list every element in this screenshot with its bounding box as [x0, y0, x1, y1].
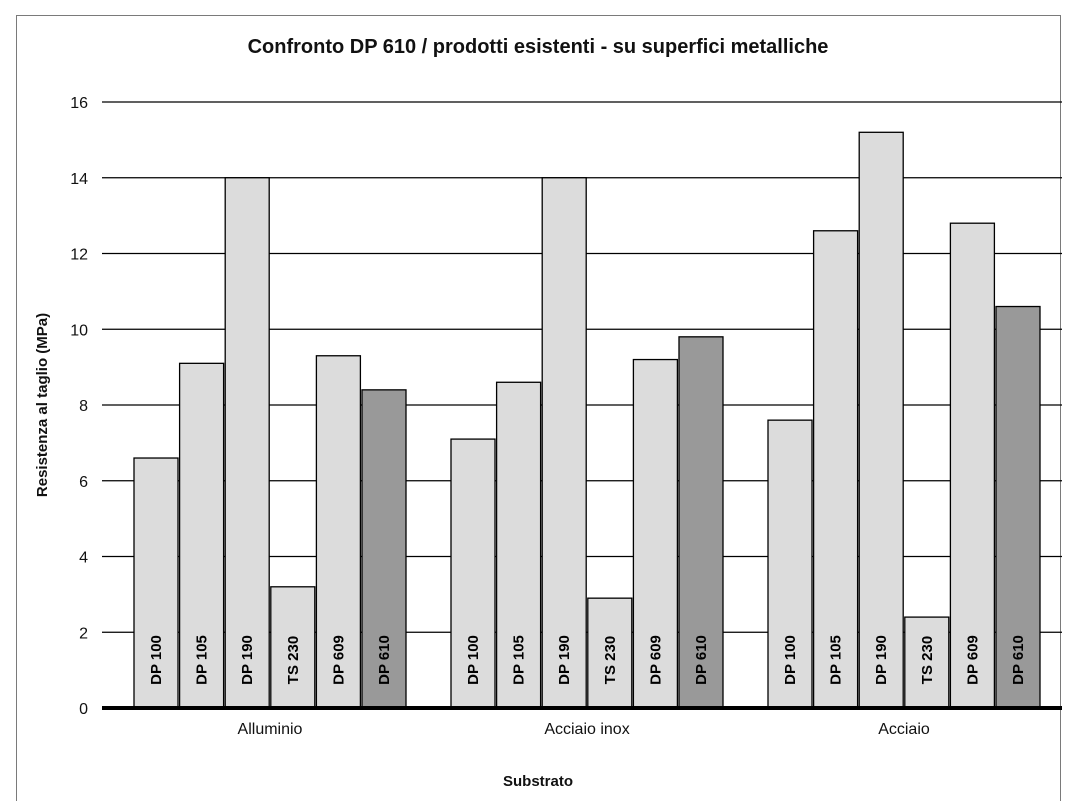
axes: 0 2 4 6 8 10 12 14 16 Alluminio Acciaio inox Acciai…	[70, 95, 1062, 738]
bar-label: DP 610	[1010, 635, 1027, 685]
y-tick-label: 0	[79, 701, 88, 718]
x-axis-title: Substrato	[503, 773, 573, 790]
bar	[133, 457, 179, 709]
y-tick-label: 16	[70, 95, 88, 112]
bar-label: DP 609	[647, 635, 664, 685]
bar	[678, 336, 724, 709]
bar-label: DP 105	[194, 635, 211, 685]
y-tick-label: 10	[70, 322, 88, 339]
y-tick-label: 14	[70, 171, 88, 188]
bar	[541, 177, 587, 709]
bar-label: TS 230	[919, 636, 936, 684]
bar-label: DP 610	[693, 635, 710, 685]
y-tick-label: 2	[79, 625, 88, 642]
bar	[315, 355, 362, 709]
bar-label: DP 609	[964, 635, 981, 685]
bar	[632, 358, 679, 709]
y-tick-label: 6	[79, 474, 88, 491]
chart-title: Confronto DP 610 / prodotti esistenti - …	[248, 36, 829, 58]
bar-label: DP 105	[828, 635, 845, 685]
bar-label: DP 100	[782, 635, 799, 685]
bar-label: DP 610	[376, 635, 393, 685]
bar	[495, 381, 542, 709]
x-category-label: Alluminio	[238, 721, 303, 738]
bar	[812, 230, 859, 709]
bar-label: DP 190	[556, 635, 573, 685]
y-tick-label: 4	[79, 550, 88, 567]
y-tick-label: 8	[79, 398, 88, 415]
x-category-label: Acciaio inox	[544, 721, 629, 738]
bar	[178, 362, 225, 709]
bars: DP 100 DP 105 DP 190 TS 230 DP 609 DP 610 DP 1…	[133, 131, 1041, 709]
bar-label: DP 190	[873, 635, 890, 685]
bar-label: DP 609	[330, 635, 347, 685]
bar	[858, 131, 904, 709]
bar-label: DP 100	[148, 635, 165, 685]
y-tick-label: 12	[70, 247, 88, 264]
bar	[767, 419, 813, 709]
bar	[587, 597, 633, 709]
bar-label: DP 190	[239, 635, 256, 685]
bar-label: TS 230	[285, 636, 302, 684]
y-axis-title: Resistenza al taglio (MPa)	[34, 313, 51, 497]
bar-label: DP 105	[511, 635, 528, 685]
bar-label: DP 100	[465, 635, 482, 685]
x-category-label: Acciaio	[878, 721, 930, 738]
bar-label: TS 230	[602, 636, 619, 684]
bar	[224, 177, 270, 709]
